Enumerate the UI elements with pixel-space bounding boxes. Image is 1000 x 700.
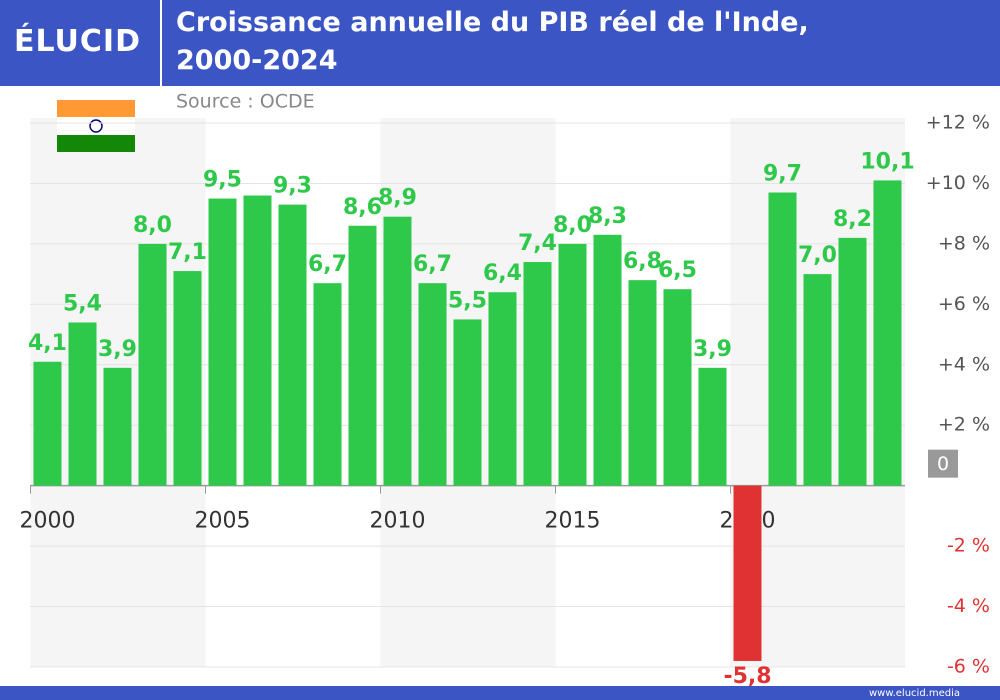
value-label: 6,7 [413,252,452,277]
y-tick-label: -2 % [947,535,990,557]
value-label: 9,7 [763,162,802,187]
value-label: 4,1 [28,331,67,356]
bar [418,283,447,486]
bar [558,243,587,486]
bar [243,195,272,486]
value-label: 9,3 [273,174,312,199]
value-label: 10,1 [860,149,914,174]
bar [593,234,622,486]
bar [383,216,412,486]
bar [33,361,62,486]
value-label: 5,5 [448,288,487,313]
y-tick-label: -4 % [947,595,990,617]
y-tick-label: -6 % [947,656,990,678]
value-label: -5,8 [723,664,771,686]
flag [57,100,135,152]
x-tick-label: 2010 [370,509,426,534]
bar [523,262,552,486]
bar [698,367,727,486]
bar [348,225,377,486]
y-tick-label: +12 % [926,112,990,134]
zero-box [928,449,958,478]
bar [873,180,902,486]
y-tick-label: +6 % [938,293,990,315]
value-label: 7,0 [798,243,837,268]
bar [208,198,237,486]
subtitle: Source : OCDE [176,91,315,113]
bar [768,192,797,486]
bar [838,237,867,486]
bar [803,274,832,486]
value-label: 5,4 [63,291,102,316]
logo: ÉLUCID [14,24,141,59]
x-tick-label: 2000 [20,509,76,534]
bar [278,204,307,486]
y-tick-label: +2 % [938,414,990,436]
chart-title: Croissance annuelle du PIB réel de l'Ind… [176,7,809,76]
y-tick-label: +4 % [938,353,990,375]
value-label: 6,8 [623,249,662,274]
bar [488,292,517,486]
bar [103,367,132,486]
value-label: 3,9 [98,337,137,362]
y-tick-label: 0 [937,453,949,475]
y-tick-label: +10 % [926,172,990,194]
y-tick-label: +8 % [938,232,990,254]
value-label: 6,5 [658,258,697,283]
value-label: 8,6 [343,195,382,220]
value-label: 7,4 [518,231,557,256]
bar [453,319,482,486]
bar [628,280,657,486]
header: ÉLUCID Croissance annuelle du PIB réel d… [0,0,1000,86]
value-label: 9,5 [203,168,242,193]
value-label: 8,2 [833,207,872,232]
footer: www.elucid.media [868,688,960,699]
bar [173,271,202,486]
bar [138,243,167,486]
bar [733,485,762,661]
value-label: 3,9 [693,337,732,362]
bar [313,283,342,486]
x-tick-label: 2005 [195,509,251,534]
value-label: 8,0 [133,213,172,238]
x-tick-label: 2015 [545,509,601,534]
divider [160,0,162,86]
bar [68,322,97,486]
value-label: 8,9 [378,186,417,211]
bar [663,289,692,486]
value-label: 8,0 [553,213,592,238]
value-label: 6,7 [308,252,347,277]
value-label: 7,1 [168,240,207,265]
value-label: 8,3 [588,204,627,229]
value-label: 6,4 [483,261,522,286]
